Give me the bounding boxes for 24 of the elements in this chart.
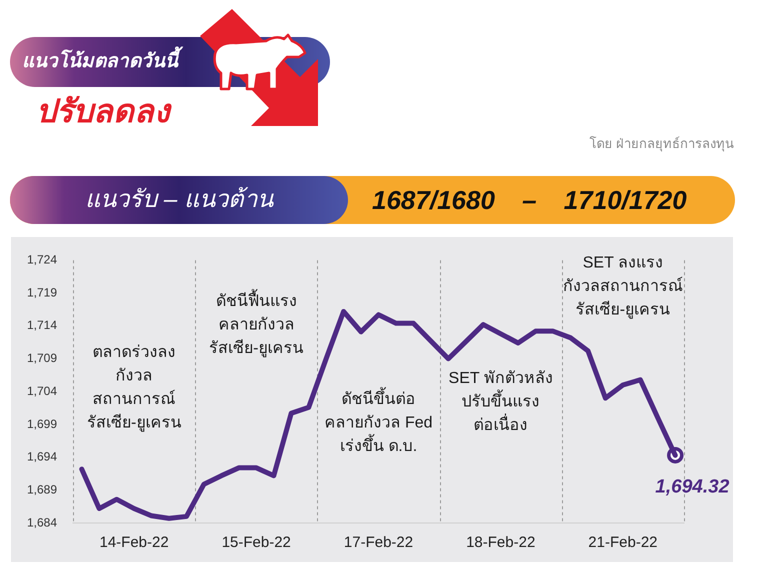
y-tick-label: 1,719 — [26, 285, 58, 300]
y-tick-label: 1,684 — [26, 515, 58, 530]
y-tick-label: 1,699 — [26, 416, 58, 431]
y-tick-label: 1,714 — [26, 318, 58, 332]
text: 1687/1680 – 1710/1720 — [372, 184, 687, 217]
text: แนวรับ – แนวต้าน — [10, 176, 348, 224]
annotation: ดัชนีฟื้นแรง คลายกังวล รัสเซีย-ยูเครน — [209, 288, 304, 358]
annotation: SET ลงแรง กังวลสถานการณ์ รัสเซีย-ยูเครน — [562, 254, 683, 320]
x-tick-label: 21-Feb-22 — [588, 534, 658, 552]
x-tick-label: 17-Feb-22 — [344, 534, 414, 552]
text: โดย ฝ่ายกลยุทธ์การลงทุน — [589, 135, 734, 154]
x-tick-label: 14-Feb-22 — [99, 534, 169, 552]
chart-subtitle: ปรับลดลง — [36, 92, 170, 131]
y-tick-label: 1,724 — [26, 252, 58, 267]
annotation: ตลาดร่วงลง กังวล สถานการณ์ รัสเซีย-ยูเครน — [86, 344, 182, 432]
y-tick-label: 1,689 — [26, 482, 58, 496]
annotation: ดัชนีขึ้นต่อ คลายกังวล Fed เร่งขึ้น ด.บ. — [324, 387, 433, 456]
annotation: SET พักตัวหลัง ปรับขึ้นแรง ต่อเนื่อง — [448, 370, 553, 434]
y-tick-label: 1,709 — [26, 351, 58, 366]
y-tick-label: 1,694 — [26, 450, 58, 464]
data-label: 1,694.32 — [655, 476, 730, 498]
y-tick-label: 1,704 — [26, 384, 58, 398]
x-tick-label: 18-Feb-22 — [466, 534, 536, 552]
x-tick-label: 15-Feb-22 — [222, 534, 291, 552]
